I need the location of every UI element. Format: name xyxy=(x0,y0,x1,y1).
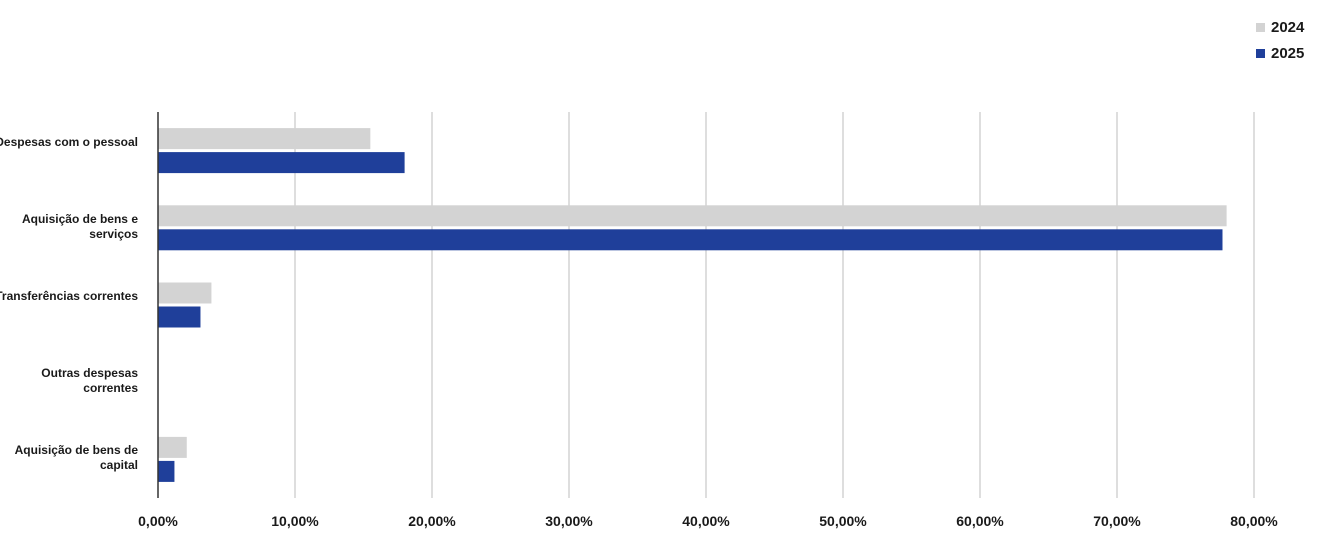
bar-2025 xyxy=(158,306,201,328)
category-label: Aquisição de bens de capital xyxy=(14,443,138,473)
category-label: Transferências correntes xyxy=(0,289,138,303)
legend-swatch-2025 xyxy=(1256,48,1265,58)
bar-2025 xyxy=(158,460,175,482)
bar-2025 xyxy=(158,229,1223,251)
x-tick-label: 70,00% xyxy=(1093,513,1141,529)
category-label: Aquisição de bens e serviços xyxy=(21,211,138,241)
bars xyxy=(158,128,1227,482)
x-tick-label: 20,00% xyxy=(408,513,456,529)
x-tick-label: 50,00% xyxy=(819,513,867,529)
gridlines xyxy=(294,112,1255,498)
legend-item-2024: 2024 xyxy=(1256,14,1304,40)
bar-2024 xyxy=(158,205,1227,227)
bar-2024 xyxy=(158,436,187,458)
category-label: Outras despesas correntes xyxy=(41,366,138,396)
bar-2024 xyxy=(158,282,212,304)
legend-label-2025: 2025 xyxy=(1271,44,1305,62)
legend: 2024 2025 xyxy=(1256,14,1304,66)
legend-swatch-2024 xyxy=(1256,22,1265,32)
x-tick-label: 30,00% xyxy=(545,513,593,529)
legend-label-2024: 2024 xyxy=(1271,18,1305,36)
x-tick-label: 0,00% xyxy=(138,513,178,529)
bar-2025 xyxy=(158,152,405,174)
category-label: Despesas com o pessoal xyxy=(0,134,138,149)
bar-2024 xyxy=(158,128,371,150)
x-tick-label: 60,00% xyxy=(956,513,1004,529)
x-tick-label: 10,00% xyxy=(271,513,319,529)
x-tick-label: 80,00% xyxy=(1230,513,1278,529)
x-tick-label: 40,00% xyxy=(682,513,730,529)
legend-item-2025: 2025 xyxy=(1256,40,1304,66)
